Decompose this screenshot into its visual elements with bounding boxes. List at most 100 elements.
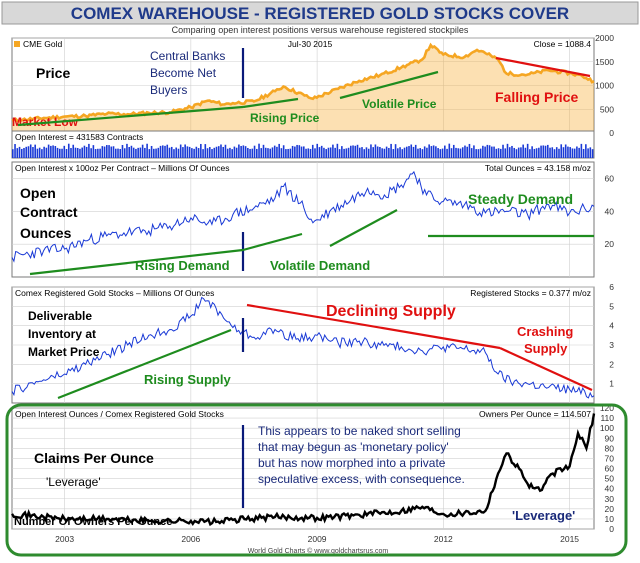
oi-bar [247, 147, 249, 158]
oi-bar [473, 145, 475, 158]
annotation-label: Ounces [20, 225, 72, 241]
oi-bar [289, 148, 292, 158]
oi-bar [144, 147, 146, 158]
trend-line [17, 105, 244, 127]
oi-bar [202, 149, 204, 158]
oi-bar [186, 146, 189, 158]
oi-bar [511, 145, 513, 158]
panel-frame-2 [11, 161, 595, 278]
oi-bar [385, 146, 388, 158]
oi-bar [426, 147, 428, 158]
oi-bar [571, 148, 574, 158]
annotation-label: Market Price [28, 345, 100, 359]
oi-bar [97, 148, 99, 158]
panel-label: Total Ounces = 43.158 m/oz [485, 163, 591, 173]
annotation-label: Rising Supply [144, 372, 231, 387]
oi-bar [106, 145, 108, 158]
oi-bar [94, 149, 97, 158]
oi-bar [208, 147, 211, 158]
oi-bar [515, 149, 518, 158]
y-tick-label-3: 1 [609, 379, 614, 389]
panel-label: Jul-30 2015 [288, 39, 333, 49]
chart-subtitle: Comparing open interest positions versus… [172, 25, 469, 35]
annotation-label: Central Banks [150, 49, 225, 63]
trend-line [29, 248, 244, 276]
oi-bar [72, 144, 75, 158]
oi-bar [220, 144, 222, 158]
oi-bar [222, 146, 225, 158]
oi-bar [251, 148, 254, 158]
oi-bar [334, 147, 336, 158]
y-tick-label-4: 60 [605, 464, 615, 474]
oi-bar [491, 146, 493, 158]
oi-bar [255, 148, 258, 158]
y-tick-label-4: 30 [605, 494, 615, 504]
oi-bar [352, 145, 354, 158]
oi-bar [540, 145, 542, 158]
annotation-label: This appears to be naked short selling [258, 424, 461, 438]
oi-bar [316, 143, 319, 158]
y-tick-label-3: 3 [609, 340, 614, 350]
oi-bar [549, 147, 551, 158]
oi-bar [452, 144, 455, 158]
oi-bar [336, 143, 339, 158]
oi-bar [513, 147, 516, 158]
oi-bar [155, 148, 157, 158]
oi-bar [20, 148, 23, 158]
oi-bar [121, 144, 124, 158]
trend-line [495, 56, 591, 78]
oi-bar [533, 148, 536, 158]
oi-bar [34, 144, 36, 158]
oi-bar [262, 144, 265, 158]
oi-bar [61, 148, 63, 158]
oi-bar [260, 148, 263, 158]
oi-bar [379, 146, 381, 158]
panel-label: Open Interest = 431583 Contracts [15, 132, 143, 142]
annotation-label: Rising Demand [135, 258, 230, 273]
oi-bar [564, 144, 567, 158]
y-tick-label-4: 90 [605, 433, 615, 443]
oi-bar [314, 148, 316, 158]
oi-bar [388, 147, 390, 158]
oi-bar [150, 145, 153, 158]
highlight-frame [5, 403, 628, 557]
oi-bar [325, 149, 327, 158]
y-tick-label-3: 2 [609, 359, 614, 369]
oi-bar [101, 146, 104, 158]
oi-bar [215, 146, 218, 158]
oi-bar [538, 147, 540, 158]
registered-stocks-line [11, 296, 595, 399]
y-tick-label-4: 70 [605, 453, 615, 463]
oi-bar [468, 143, 471, 158]
oi-bar [318, 147, 321, 158]
annotation-label: Volatile Demand [270, 258, 370, 273]
oi-bar [546, 144, 549, 158]
oi-bar [457, 148, 460, 158]
oi-bar [542, 145, 545, 158]
oi-bar [582, 148, 585, 158]
oi-bar [258, 143, 260, 158]
oi-bar [587, 148, 589, 158]
oi-bar [235, 147, 238, 158]
oi-bar [446, 148, 448, 158]
oi-bar [479, 148, 482, 158]
oi-bar [184, 144, 186, 158]
oi-bar [338, 149, 341, 158]
y-tick-label-0: 2000 [595, 33, 614, 43]
oi-bar [166, 144, 169, 158]
oi-bar [294, 146, 296, 158]
legend-swatch [14, 41, 20, 47]
oi-bar [229, 147, 231, 158]
title-banner [1, 1, 639, 25]
y-tick-label-4: 120 [600, 403, 614, 413]
oi-bar [45, 147, 48, 158]
oi-bar [36, 148, 39, 158]
oi-bar [323, 147, 325, 158]
oi-bar [139, 147, 142, 158]
panel-label: Open Interest Ounces / Comex Registered … [15, 409, 224, 419]
y-tick-label-0: 1000 [595, 81, 614, 91]
oi-bar [399, 147, 401, 158]
oi-bar [54, 146, 57, 158]
x-tick-label: 2009 [308, 534, 327, 544]
